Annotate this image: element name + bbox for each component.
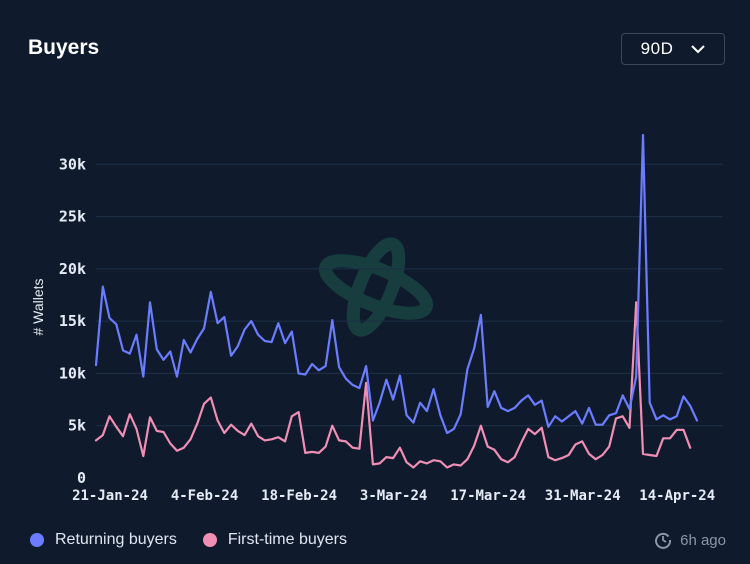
legend-item-returning[interactable]: Returning buyers bbox=[30, 531, 177, 549]
x-tick-label: 18-Feb-24 bbox=[261, 488, 337, 504]
chevron-down-icon bbox=[691, 45, 706, 54]
y-tick-label: 0 bbox=[77, 469, 86, 487]
legend-dot-returning bbox=[30, 533, 44, 547]
x-tick-label: 17-Mar-24 bbox=[450, 488, 526, 504]
x-tick-label: 21-Jan-24 bbox=[72, 488, 148, 504]
y-tick-label: 10k bbox=[59, 364, 86, 382]
x-tick-label: 31-Mar-24 bbox=[545, 488, 621, 504]
y-tick-label: 30k bbox=[59, 155, 86, 173]
x-tick-label: 3-Mar-24 bbox=[360, 488, 427, 504]
y-tick-label: 25k bbox=[59, 208, 86, 226]
x-axis-ticks: 21-Jan-24 4-Feb-24 18-Feb-24 3-Mar-24 17-Mar… bbox=[72, 488, 715, 504]
legend-item-first-time[interactable]: First-time buyers bbox=[202, 531, 347, 549]
x-tick-label: 4-Feb-24 bbox=[171, 488, 238, 504]
y-tick-label: 5k bbox=[68, 417, 86, 435]
returning-buyers-line bbox=[94, 133, 699, 435]
chart-legend: Returning buyers First-time buyers bbox=[30, 530, 373, 550]
legend-label-returning: Returning buyers bbox=[55, 531, 177, 548]
page-title: Buyers bbox=[28, 36, 100, 59]
series-lines bbox=[94, 133, 699, 469]
legend-dot-first-time bbox=[202, 533, 217, 547]
y-tick-label: 15k bbox=[59, 312, 86, 330]
x-tick-label: 14-Apr-24 bbox=[639, 488, 715, 504]
watermark-logo bbox=[318, 237, 434, 337]
grid-lines bbox=[96, 163, 723, 427]
time-range-dropdown[interactable]: 90D bbox=[621, 33, 725, 65]
legend-label-first-time: First-time buyers bbox=[227, 531, 347, 548]
first-time-buyers-line bbox=[94, 301, 692, 469]
y-axis-label: # Wallets bbox=[30, 278, 46, 335]
y-tick-label: 20k bbox=[59, 260, 86, 278]
time-range-value: 90D bbox=[640, 39, 674, 58]
last-updated: 6h ago bbox=[654, 530, 726, 550]
clock-refresh-icon bbox=[655, 532, 672, 549]
last-updated-text: 6h ago bbox=[680, 531, 726, 549]
y-axis-ticks: 0 5k 10k 15k 20k 25k 30k bbox=[59, 155, 86, 487]
